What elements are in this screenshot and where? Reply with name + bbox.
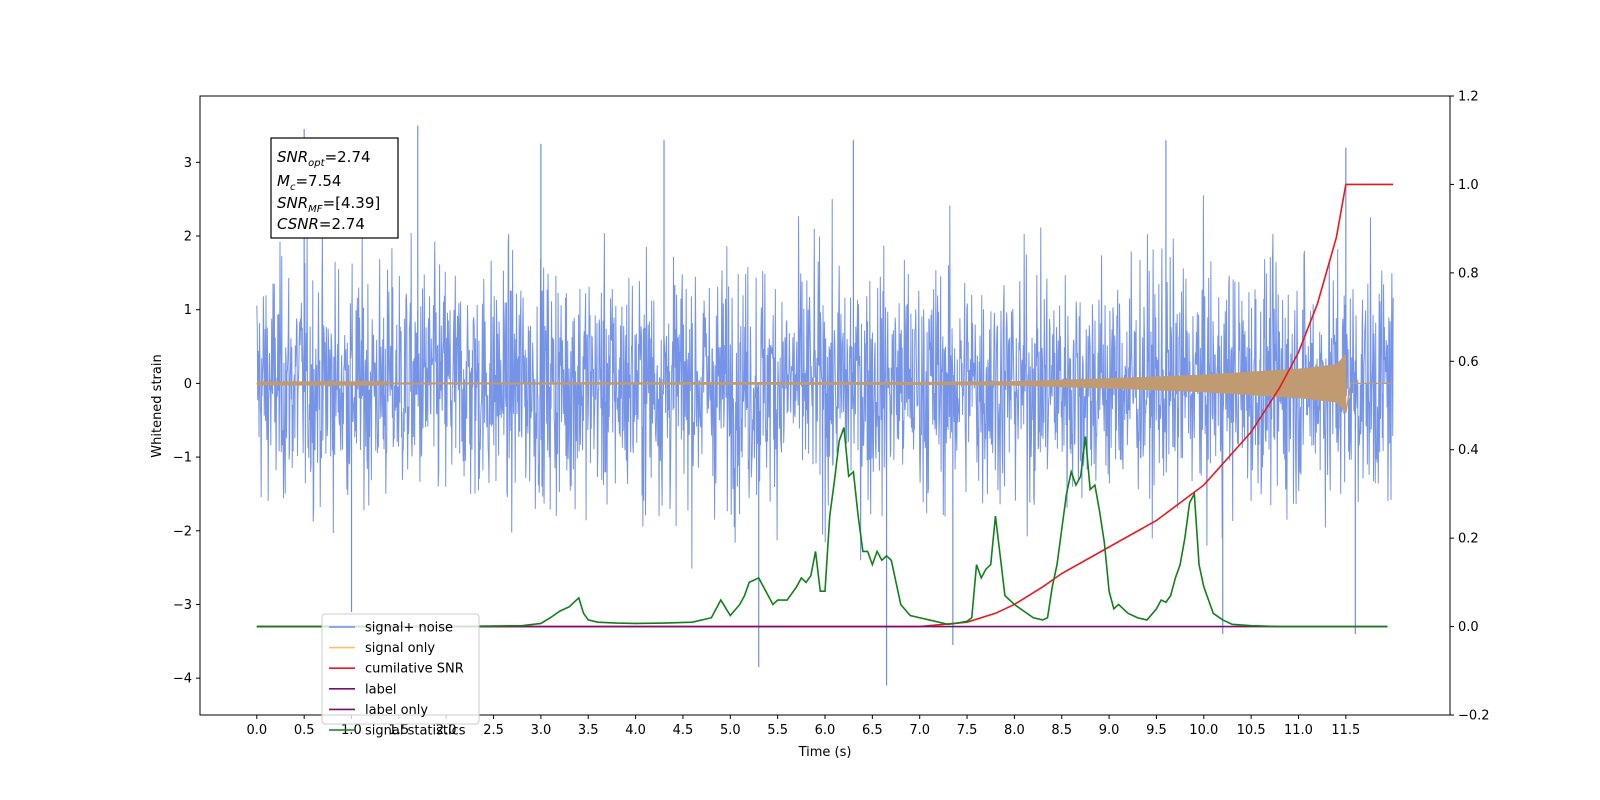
series-cumilative-snr-line — [256, 183, 1394, 628]
annotation-mc-sub: c — [290, 182, 296, 193]
annotation-snr-opt-sub: opt — [308, 158, 325, 169]
x-tick-label: 5.5 — [767, 723, 788, 738]
y2-tick-label: −0.2 — [1458, 709, 1490, 724]
legend-entry: cumilative SNR — [365, 662, 464, 677]
annotation-snr-opt-base: SNR — [277, 148, 308, 166]
annotation-csnr: CSNR=2.74 — [277, 215, 365, 233]
legend-entry: signal+ noise — [365, 621, 453, 636]
series-signal-noise-line — [256, 195, 1394, 569]
x-tick-label: 1.5 — [389, 723, 410, 738]
annotation-csnr-value: =2.74 — [319, 215, 365, 233]
series-signal-only-line — [256, 354, 1394, 413]
y2-tick-label: 0.4 — [1458, 443, 1479, 458]
y-tick-label: 1 — [184, 303, 192, 318]
series-signal-statistics-line — [256, 427, 1388, 628]
y-tick-label: −3 — [173, 598, 192, 613]
y2-tick-label: 1.2 — [1458, 90, 1479, 105]
annotation-snr-opt: SNRopt=2.74 — [277, 148, 371, 169]
x-tick-label: 6.5 — [862, 723, 883, 738]
x-tick-label: 6.0 — [815, 723, 836, 738]
legend-entry: label only — [365, 703, 428, 718]
plot-area — [256, 125, 1394, 686]
y-axis-left: −4 −3 −2 −1 0 1 2 3 — [173, 156, 200, 687]
annotation-mc: Mc=7.54 — [277, 172, 341, 193]
x-tick-label: 9.0 — [1099, 723, 1120, 738]
x-tick-label: 4.5 — [673, 723, 694, 738]
annotation-snr-mf-base: SNR — [277, 194, 308, 212]
y-tick-label: 0 — [184, 377, 192, 392]
y-tick-label: −4 — [173, 672, 192, 687]
annotation-csnr-base: CSNR — [277, 215, 319, 233]
y2-tick-label: 0.2 — [1458, 532, 1479, 547]
x-tick-label: 10.0 — [1189, 723, 1218, 738]
annotation-mc-base: M — [277, 172, 290, 190]
x-tick-label: 9.5 — [1146, 723, 1167, 738]
x-axis-label: Time (s) — [798, 745, 852, 760]
x-tick-label: 7.0 — [909, 723, 930, 738]
x-tick-label: 11.5 — [1331, 723, 1360, 738]
y2-tick-label: 0.0 — [1458, 620, 1479, 635]
x-tick-label: 2.5 — [483, 723, 504, 738]
y-tick-label: 3 — [184, 156, 192, 171]
x-tick-label: 10.5 — [1237, 723, 1266, 738]
x-tick-label: 11.0 — [1284, 723, 1313, 738]
annotation-snr-mf-value: =[4.39] — [323, 194, 381, 212]
legend-entry: signal only — [365, 641, 435, 656]
annotation-snr-opt-value: =2.74 — [325, 148, 371, 166]
x-tick-label: 8.0 — [1004, 723, 1025, 738]
y-tick-label: 2 — [184, 230, 192, 245]
x-tick-label: 4.0 — [625, 723, 646, 738]
x-tick-label: 0.5 — [294, 723, 315, 738]
legend-entry: signal statistics — [365, 724, 466, 739]
legend-entry: label — [365, 682, 396, 697]
legend: signal+ noise signal only cumilative SNR la… — [321, 613, 480, 739]
x-tick-label: 2.0 — [436, 723, 457, 738]
annotation-snr-mf: SNRMF=[4.39] — [277, 194, 380, 215]
y-tick-label: −1 — [173, 451, 192, 466]
annotation-snr-mf-sub: MF — [308, 204, 323, 215]
x-tick-label: 5.0 — [720, 723, 741, 738]
y-axis-right: −0.2 0.0 0.2 0.4 0.6 0.8 1.0 1.2 — [1450, 90, 1490, 724]
x-tick-label: 0.0 — [246, 723, 267, 738]
x-tick-label: 7.5 — [957, 723, 978, 738]
y-axis-label: Whitened strain — [150, 354, 165, 457]
x-tick-label: 8.5 — [1051, 723, 1072, 738]
x-tick-label: 3.0 — [531, 723, 552, 738]
legend-frame — [321, 613, 480, 725]
y2-tick-label: 0.8 — [1458, 266, 1479, 281]
annotation-box: SNRopt=2.74 Mc=7.54 SNRMF=[4.39] CSNR=2.… — [270, 137, 399, 239]
annotation-frame — [270, 137, 399, 239]
y2-tick-label: 0.6 — [1458, 355, 1479, 370]
annotation-mc-value: =7.54 — [295, 172, 341, 190]
y-tick-label: −2 — [173, 524, 192, 539]
x-tick-label: 3.5 — [578, 723, 599, 738]
y2-tick-label: 1.0 — [1458, 178, 1479, 193]
